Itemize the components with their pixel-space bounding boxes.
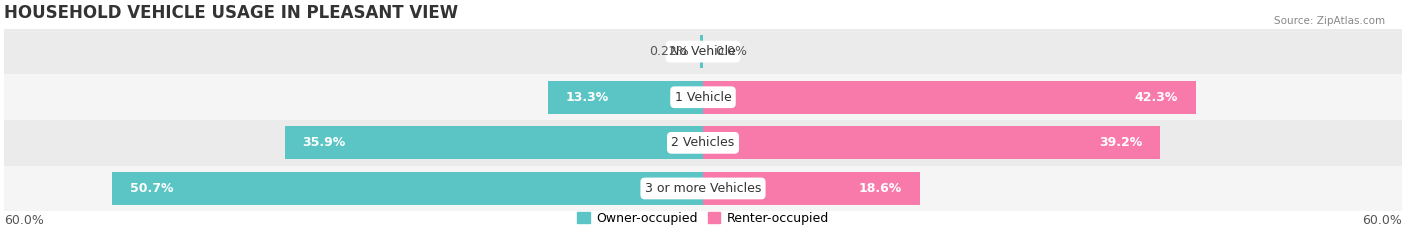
Bar [548,81,703,114]
Text: 42.3%: 42.3% [1135,91,1178,104]
Text: 35.9%: 35.9% [302,136,346,149]
Bar [703,172,920,205]
Text: 1 Vehicle: 1 Vehicle [675,91,731,104]
Text: HOUSEHOLD VEHICLE USAGE IN PLEASANT VIEW: HOUSEHOLD VEHICLE USAGE IN PLEASANT VIEW [4,4,458,22]
Text: 0.0%: 0.0% [714,45,747,58]
Bar [703,81,1195,114]
Bar [4,120,1402,166]
Text: 60.0%: 60.0% [1362,214,1402,226]
Bar [4,166,1402,211]
Bar [703,127,1160,159]
Text: Source: ZipAtlas.com: Source: ZipAtlas.com [1274,16,1385,26]
Legend: Owner-occupied, Renter-occupied: Owner-occupied, Renter-occupied [572,207,834,230]
Text: 39.2%: 39.2% [1099,136,1142,149]
Bar [4,74,1402,120]
Text: 0.22%: 0.22% [650,45,689,58]
Bar [112,172,703,205]
Text: 18.6%: 18.6% [859,182,903,195]
Text: 2 Vehicles: 2 Vehicles [672,136,734,149]
Text: 50.7%: 50.7% [129,182,173,195]
Text: 13.3%: 13.3% [565,91,609,104]
Text: 3 or more Vehicles: 3 or more Vehicles [645,182,761,195]
Text: 60.0%: 60.0% [4,214,44,226]
Bar [285,127,703,159]
Text: No Vehicle: No Vehicle [671,45,735,58]
Bar [4,29,1402,74]
Bar [700,35,703,68]
